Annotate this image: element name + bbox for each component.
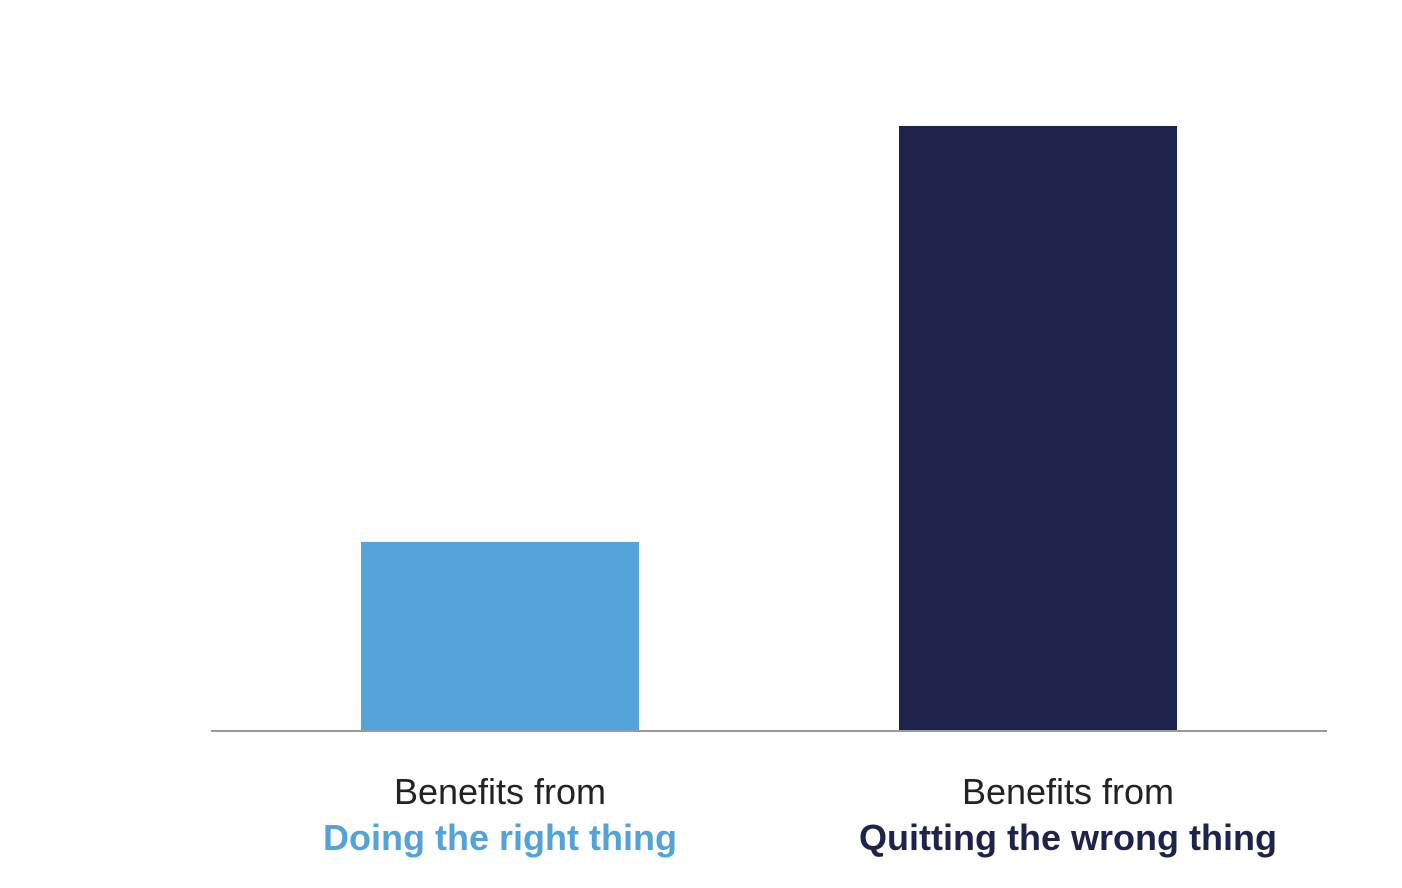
category-label-2-line2: Quitting the wrong thing — [859, 817, 1277, 858]
category-label-1-line2: Doing the right thing — [323, 817, 677, 858]
bar-2 — [899, 126, 1177, 731]
category-labels-group: Benefits from Doing the right thing Bene… — [323, 771, 1277, 858]
category-label-2-line1: Benefits from — [962, 771, 1174, 812]
bars-group — [361, 126, 1177, 731]
bar-1 — [361, 541, 639, 731]
category-label-1-line1: Benefits from — [394, 771, 606, 812]
